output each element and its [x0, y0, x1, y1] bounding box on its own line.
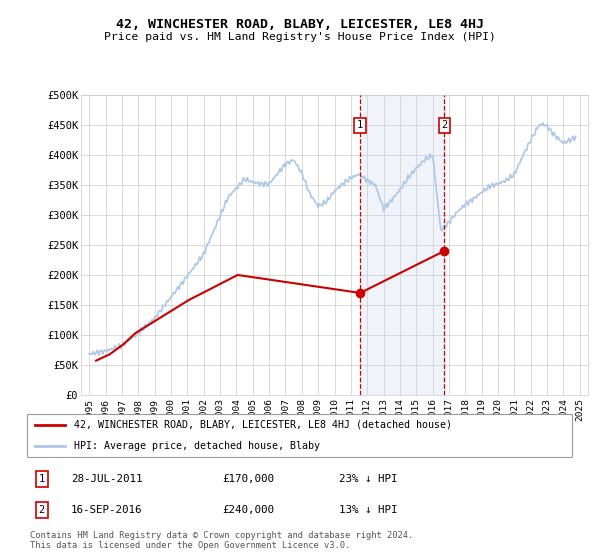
Text: 1: 1 [38, 474, 45, 484]
Text: 2: 2 [38, 505, 45, 515]
Text: £170,000: £170,000 [223, 474, 275, 484]
Text: HPI: Average price, detached house, Blaby: HPI: Average price, detached house, Blab… [74, 441, 320, 451]
Text: 23% ↓ HPI: 23% ↓ HPI [338, 474, 397, 484]
Text: Contains HM Land Registry data © Crown copyright and database right 2024.
This d: Contains HM Land Registry data © Crown c… [30, 531, 413, 550]
Text: 1: 1 [357, 120, 364, 130]
Text: Price paid vs. HM Land Registry's House Price Index (HPI): Price paid vs. HM Land Registry's House … [104, 32, 496, 43]
Bar [360, 95, 444, 395]
Text: 42, WINCHESTER ROAD, BLABY, LEICESTER, LE8 4HJ (detached house): 42, WINCHESTER ROAD, BLABY, LEICESTER, L… [74, 419, 452, 430]
Text: £240,000: £240,000 [223, 505, 275, 515]
Text: 42, WINCHESTER ROAD, BLABY, LEICESTER, LE8 4HJ: 42, WINCHESTER ROAD, BLABY, LEICESTER, L… [116, 18, 484, 31]
FancyBboxPatch shape [27, 413, 572, 457]
Text: 16-SEP-2016: 16-SEP-2016 [71, 505, 142, 515]
Text: 28-JUL-2011: 28-JUL-2011 [71, 474, 142, 484]
Text: 13% ↓ HPI: 13% ↓ HPI [338, 505, 397, 515]
Text: 2: 2 [441, 120, 448, 130]
